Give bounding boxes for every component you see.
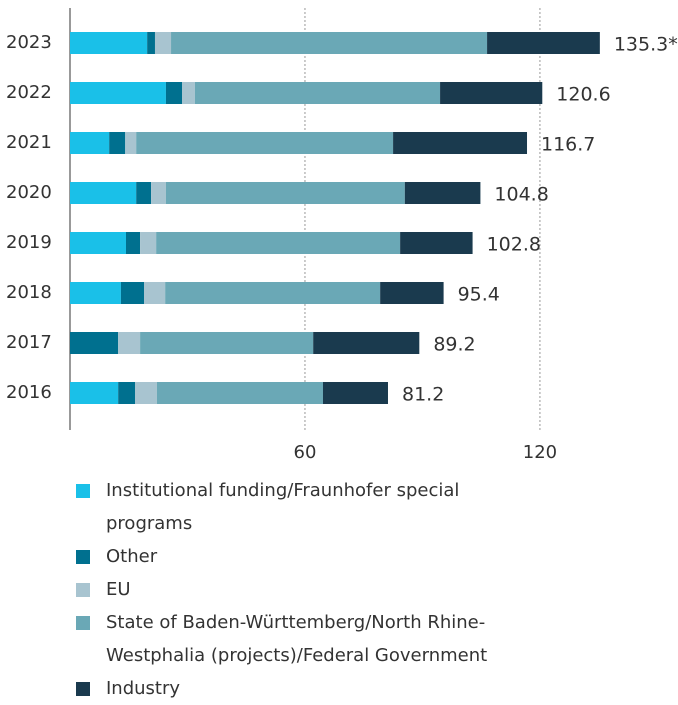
y-tick-label: 2019: [6, 232, 52, 253]
bar-segment: [165, 182, 405, 204]
legend-label: Institutional funding/Fraunhofer special…: [106, 480, 460, 534]
bar-segment: [165, 82, 183, 104]
bar-segment: [322, 382, 388, 404]
legend: Institutional funding/Fraunhofer special…: [76, 474, 546, 705]
bar-segment: [487, 32, 600, 54]
chart: 60 120 2023 135.3* 2022 120.6 2021 116.7 2020 104…: [6, 8, 678, 463]
bar-segment: [109, 132, 126, 154]
y-tick-label: 2018: [6, 282, 52, 303]
bar-segment: [70, 382, 119, 404]
y-tick-label: 2020: [6, 182, 52, 203]
bar-segment: [126, 232, 141, 254]
total-label: 102.8: [487, 234, 541, 256]
y-tick-label: 2021: [6, 132, 52, 153]
bar-segment: [118, 332, 141, 354]
bar-segment: [70, 232, 127, 254]
bar-segment: [404, 182, 481, 204]
bar-segment: [182, 82, 195, 104]
legend-label: State of Baden-Württemberg/North Rhine-W…: [106, 612, 488, 666]
bar-segment: [313, 332, 420, 354]
bar-segment: [140, 332, 314, 354]
bar-segment: [154, 32, 172, 54]
bar-segment: [120, 282, 145, 304]
bar-segment: [440, 82, 543, 104]
legend-swatch: [76, 616, 90, 630]
legend-label: Other: [106, 546, 158, 567]
legend-item: EU: [76, 573, 546, 606]
bar-segment: [400, 232, 473, 254]
bar-segment: [140, 232, 157, 254]
y-tick-label: 2022: [6, 82, 52, 103]
total-label: 116.7: [541, 134, 595, 156]
total-label: 89.2: [433, 334, 475, 356]
legend-item: State of Baden-Württemberg/North Rhine-W…: [76, 606, 546, 672]
bar-segment: [380, 282, 444, 304]
legend-swatch: [76, 484, 90, 498]
legend-swatch: [76, 583, 90, 597]
total-label: 104.8: [494, 184, 548, 206]
y-tick-label: 2016: [6, 382, 52, 403]
bar-segment: [70, 32, 148, 54]
total-label: 95.4: [458, 284, 500, 306]
bar-segment: [194, 82, 441, 104]
total-label: 81.2: [402, 384, 444, 406]
bar-segment: [144, 282, 166, 304]
bar-segment: [147, 32, 155, 54]
bar-segment: [393, 132, 528, 154]
bar-segment: [136, 132, 394, 154]
legend-swatch: [76, 682, 90, 696]
bar-segment: [136, 182, 152, 204]
legend-label: Industry: [106, 678, 181, 699]
bar-segment: [70, 132, 110, 154]
bar-segment: [165, 282, 381, 304]
legend-label: EU: [106, 579, 131, 600]
bar-segment: [135, 382, 157, 404]
legend-item: Institutional funding/Fraunhofer special…: [76, 474, 546, 540]
legend-item: Other: [76, 540, 546, 573]
page: 60 120 2023 135.3* 2022 120.6 2021 116.7 2020 104…: [6, 8, 678, 699]
bar-segment: [70, 82, 166, 104]
bar-segment: [156, 232, 401, 254]
bar-segment: [70, 182, 137, 204]
y-tick-label: 2023: [6, 32, 52, 53]
bar-segment: [151, 182, 166, 204]
legend-item: Industry: [76, 672, 546, 705]
total-label: 120.6: [556, 84, 610, 106]
total-label: 135.3*: [614, 34, 678, 56]
y-tick-label: 2017: [6, 332, 52, 353]
bar-segment: [156, 382, 323, 404]
bar-segment: [70, 282, 121, 304]
x-tick-label: 60: [294, 442, 317, 463]
bar-segment: [70, 332, 119, 354]
bar-segment: [118, 382, 136, 404]
x-tick-label: 120: [523, 442, 557, 463]
bar-segment: [125, 132, 137, 154]
legend-swatch: [76, 550, 90, 564]
bar-segment: [171, 32, 488, 54]
